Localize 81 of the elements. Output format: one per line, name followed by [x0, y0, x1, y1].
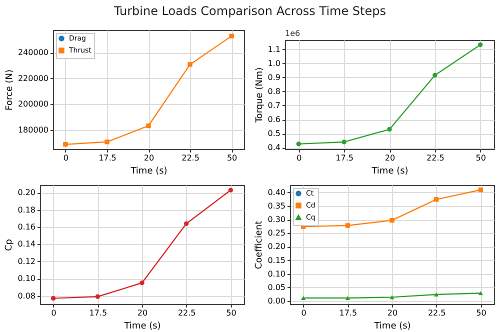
point [390, 218, 394, 223]
x-tick-label: 17.5 [339, 308, 358, 318]
y-axis-title: Torque (Nm) [254, 67, 265, 124]
x-tick-label: 20 [387, 308, 398, 318]
y-tick-label: 200000 [18, 100, 48, 109]
point [63, 142, 68, 147]
point [478, 188, 484, 192]
y-tick-label: 0.15 [268, 256, 286, 265]
x-tick-label: 50 [226, 154, 238, 162]
x-axis-title: Time (s) [123, 322, 161, 332]
point [95, 294, 100, 299]
x-tick-label: 22.5 [178, 308, 196, 318]
point [188, 62, 192, 67]
y-tick-label: 220000 [18, 74, 48, 83]
y-tick-label: 0.35 [268, 201, 286, 210]
x-tick-label: 17.5 [89, 308, 108, 318]
x-tick-label: 17.5 [336, 154, 354, 162]
y-tick-label: 0.20 [268, 242, 286, 252]
y-tick-label: 0.12 [18, 256, 36, 266]
x-tick-label: 50 [226, 308, 236, 318]
y-tick-label: 0.14 [18, 240, 36, 249]
x-tick-label: 0 [63, 154, 69, 162]
chart-title: Turbine Loads Comparison Across Time Steps [113, 3, 387, 20]
point [296, 142, 301, 146]
y-tick-label: 0.10 [268, 269, 286, 278]
y-tick-label: 0.7 [268, 100, 280, 110]
x-tick-label: 50 [476, 308, 486, 318]
y-tick-label: 0.5 [268, 129, 280, 138]
x-tick-label: 22.5 [182, 154, 200, 162]
point [229, 34, 234, 38]
point [478, 291, 484, 296]
y-tick-label: 0.4 [268, 143, 280, 152]
x-tick-label: 0 [51, 308, 56, 318]
y-tick-label: 240000 [18, 48, 48, 58]
y-tick-label: 0.25 [268, 228, 286, 238]
y-tick-label: 0.10 [18, 274, 36, 284]
point [228, 188, 234, 192]
y-tick-label: 0.40 [268, 188, 286, 197]
x-tick-label: 22.5 [428, 308, 446, 318]
x-tick-label: 17.5 [98, 154, 116, 162]
y-tick-label: 1.1 [268, 44, 280, 54]
text: 1e6 [285, 29, 300, 38]
x-tick-label: 50 [476, 154, 486, 162]
point [342, 140, 346, 144]
point [345, 296, 350, 300]
y-tick-label: 0.08 [18, 291, 36, 300]
y-tick-label: 180000 [18, 126, 48, 135]
x-tick-label: 0 [296, 154, 302, 162]
y-axis-title: Force (N) [4, 70, 15, 110]
x-tick-label: 0 [301, 308, 306, 318]
y-tick-label: 0.05 [268, 282, 286, 292]
x-tick-label: 20 [144, 154, 154, 162]
point [478, 42, 483, 48]
y-tick-label: 0.18 [18, 205, 36, 214]
point [50, 296, 56, 301]
y-axis-title: Cp [4, 238, 15, 251]
y-tick-label: 0.20 [18, 188, 36, 198]
point [345, 223, 350, 228]
x-axis-title: Time (s) [130, 166, 168, 176]
point [387, 126, 392, 132]
y-tick-label: 0.16 [18, 222, 36, 232]
y-axis-title: Coefficient [254, 220, 265, 270]
x-tick-label: 20 [384, 154, 396, 162]
point [434, 292, 439, 297]
point [184, 221, 189, 226]
y-tick-label: 0.6 [268, 115, 280, 124]
y-tick-label: 0.9 [268, 72, 280, 82]
point [432, 72, 438, 78]
x-tick-label: 20 [137, 308, 148, 318]
y-tick-label: 0.8 [268, 86, 280, 96]
y-tick-label: 1.0 [268, 58, 280, 68]
point [300, 296, 306, 300]
x-axis-title: Time (s) [373, 322, 411, 332]
point [434, 197, 439, 202]
y-tick-label: 0.30 [268, 215, 286, 224]
y-tick-label: 0.00 [268, 296, 286, 306]
x-tick-label: 22.5 [426, 154, 444, 162]
point [140, 280, 144, 286]
point [104, 140, 110, 144]
point [146, 123, 151, 128]
x-axis-title: Time (s) [370, 166, 408, 176]
